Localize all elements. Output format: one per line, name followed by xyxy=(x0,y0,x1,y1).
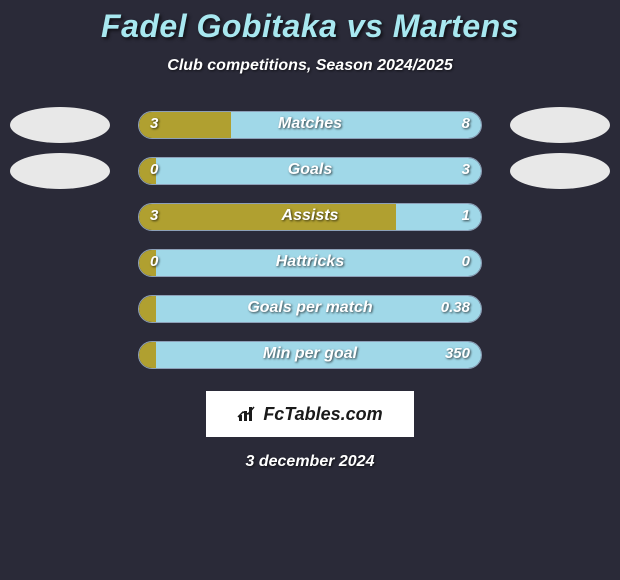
stat-value-left: 0 xyxy=(150,161,158,178)
stat-row: 03Goals xyxy=(0,151,620,197)
stat-bar xyxy=(138,249,482,277)
comparison-title: Fadel Gobitaka vs Martens xyxy=(0,0,620,45)
stat-bar-right xyxy=(156,342,481,368)
stat-bar-left xyxy=(139,204,396,230)
stat-bar xyxy=(138,157,482,185)
player-photo-left xyxy=(10,107,110,143)
stat-row: 00Hattricks xyxy=(0,243,620,289)
stat-value-right: 1 xyxy=(462,207,470,224)
stat-value-right: 8 xyxy=(462,115,470,132)
stat-bar xyxy=(138,295,482,323)
stat-bar xyxy=(138,111,482,139)
stat-value-left: 3 xyxy=(150,207,158,224)
stat-bar-right xyxy=(231,112,481,138)
stat-value-right: 350 xyxy=(445,345,470,362)
stat-value-left: 3 xyxy=(150,115,158,132)
comparison-date: 3 december 2024 xyxy=(0,453,620,471)
player-photo-right xyxy=(510,107,610,143)
stat-value-right: 0.38 xyxy=(441,299,470,316)
stat-value-right: 0 xyxy=(462,253,470,270)
stat-bar-right xyxy=(156,158,481,184)
stat-value-left: 0 xyxy=(150,253,158,270)
stat-bar xyxy=(138,341,482,369)
stat-row: 0.38Goals per match xyxy=(0,289,620,335)
stat-bar-left xyxy=(139,296,156,322)
stat-bar-right xyxy=(156,250,481,276)
stat-row: 31Assists xyxy=(0,197,620,243)
logo-text: FcTables.com xyxy=(263,404,382,425)
stat-bar-right xyxy=(156,296,481,322)
chart-icon xyxy=(237,405,257,423)
stats-chart: 38Matches03Goals31Assists00Hattricks0.38… xyxy=(0,105,620,381)
fctables-logo[interactable]: FcTables.com xyxy=(206,391,414,437)
stat-value-right: 3 xyxy=(462,161,470,178)
stat-row: 350Min per goal xyxy=(0,335,620,381)
player-photo-left xyxy=(10,153,110,189)
stat-bar xyxy=(138,203,482,231)
comparison-subtitle: Club competitions, Season 2024/2025 xyxy=(0,57,620,75)
stat-row: 38Matches xyxy=(0,105,620,151)
stat-bar-left xyxy=(139,342,156,368)
player-photo-right xyxy=(510,153,610,189)
